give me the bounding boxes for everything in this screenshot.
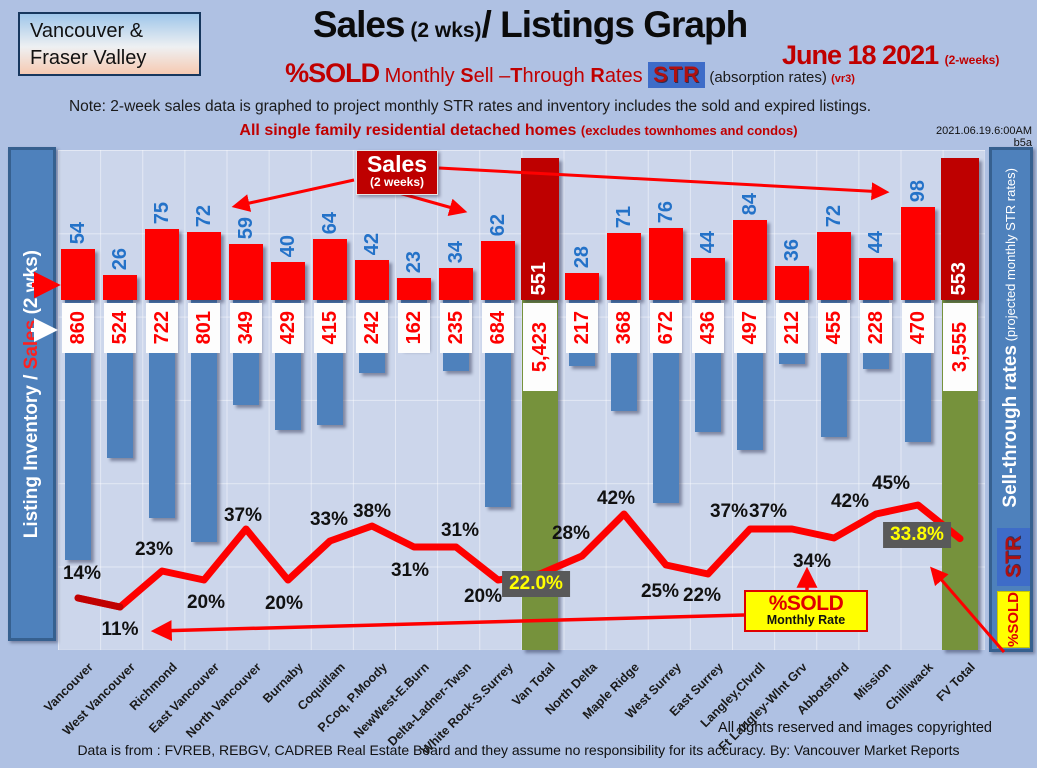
inventory-value-box: 415	[314, 303, 346, 353]
inventory-value-box: 235	[440, 303, 472, 353]
psold-line-first-segment	[74, 594, 124, 611]
timestamp: 2021.06.19.6:00AM b5a	[935, 125, 1032, 149]
inventory-value-box: 242	[356, 303, 388, 353]
inventory-value-box: 672	[650, 303, 682, 353]
sales-bar	[439, 268, 473, 300]
inventory-value-box: 860	[62, 303, 94, 353]
pct-label: 20%	[186, 592, 226, 613]
inventory-value-box: 5,423	[523, 303, 557, 391]
str-badge: STR	[648, 62, 706, 88]
sales-bar	[313, 239, 347, 300]
pct-label: 37%	[223, 505, 263, 526]
logo-line-1: Vancouver &	[30, 20, 144, 42]
pct-label: 34%	[792, 551, 832, 572]
pct-label: 31%	[440, 520, 480, 541]
left-axis-title: Listing Inventory / Sales (2 wks)	[8, 147, 56, 641]
sales-bar	[355, 260, 389, 300]
inventory-value-box: 212	[776, 303, 808, 353]
pct-label-highlight: 22.0%	[502, 571, 570, 597]
sales-bar	[481, 241, 515, 300]
pct-label: 14%	[62, 563, 102, 584]
pct-label: 28%	[551, 523, 591, 544]
inventory-value-box: 684	[482, 303, 514, 353]
inventory-value-box: 801	[188, 303, 220, 353]
copyright-text: All rights reserved and images copyright…	[717, 720, 992, 736]
report-date: June 18 2021 (2-weeks)	[782, 40, 1000, 70]
sales-legend-callout: Sales (2 weeks)	[356, 150, 438, 195]
sales-bar	[859, 258, 893, 300]
pct-label: 42%	[596, 488, 636, 509]
region-logo: Vancouver & Fraser Valley	[18, 12, 201, 76]
pct-label: 20%	[264, 593, 304, 614]
pct-label: 22%	[682, 585, 722, 606]
pct-label: 38%	[352, 501, 392, 522]
inventory-value-box: 524	[104, 303, 136, 353]
str-badge-vertical: STR	[997, 528, 1030, 586]
sales-bar	[691, 258, 725, 300]
pct-label: 37%	[748, 501, 788, 522]
inventory-value-box: 228	[860, 303, 892, 353]
left-axis-sales-word: Sales	[21, 319, 42, 370]
inventory-value-box: 455	[818, 303, 850, 353]
total-sales-bar	[941, 158, 979, 300]
sales-bar	[103, 275, 137, 300]
sales-bar	[775, 266, 809, 300]
logo-line-2: Fraser Valley	[30, 47, 147, 69]
page-title: Sales (2 wks)/ Listings Graph	[312, 4, 748, 45]
pct-label: 23%	[134, 539, 174, 560]
sales-bar	[271, 262, 305, 300]
sales-bar	[229, 244, 263, 300]
inventory-value-box: 217	[566, 303, 598, 353]
inventory-value-box: 162	[398, 303, 430, 353]
pct-label: 11%	[101, 619, 139, 640]
pct-label: 20%	[463, 586, 503, 607]
inventory-value-box: 429	[272, 303, 304, 353]
sales-bar	[61, 249, 95, 300]
sales-bar	[145, 229, 179, 300]
inventory-value-box: 368	[608, 303, 640, 353]
sales-bar	[649, 228, 683, 300]
sales-bar	[565, 273, 599, 300]
inventory-value-box: 3,555	[943, 303, 977, 391]
psold-legend-callout: %SOLD Monthly Rate	[744, 590, 868, 632]
sales-bar	[607, 233, 641, 300]
scope-text: All single family residential detached h…	[239, 122, 798, 139]
inventory-value-box: 722	[146, 303, 178, 353]
right-axis-title: Sell-through rates (projected monthly ST…	[989, 147, 1033, 652]
pct-label: 42%	[830, 491, 870, 512]
sales-bar	[733, 220, 767, 300]
pct-label: 33%	[309, 509, 349, 530]
pct-label: 45%	[871, 473, 911, 494]
inventory-value-box: 436	[692, 303, 724, 353]
subtitle: %SOLD Monthly Sell –Through Rates STR (a…	[150, 58, 990, 89]
psold-badge-vertical: %SOLD	[997, 591, 1030, 648]
version-text: (vr3)	[831, 73, 855, 85]
inventory-value-box: 470	[902, 303, 934, 353]
sales-bar	[397, 278, 431, 300]
pct-label: 31%	[390, 560, 430, 581]
pct-label: 25%	[640, 581, 680, 602]
sales-bar	[901, 207, 935, 300]
pct-label-highlight: 33.8%	[883, 521, 951, 548]
note-text: Note: 2-week sales data is graphed to pr…	[68, 98, 872, 115]
sell-through-rates-text: Monthly Sell –Through Rates	[384, 65, 649, 87]
inventory-value-box: 497	[734, 303, 766, 353]
sales-bar	[187, 232, 221, 300]
inventory-value-box: 349	[230, 303, 262, 353]
pct-label: 37%	[709, 501, 749, 522]
data-source-text: Data is from : FVREB, REBGV, CADREB Real…	[77, 742, 960, 758]
sales-bar	[817, 232, 851, 300]
absorption-text: (absorption rates)	[705, 69, 832, 86]
chart-plot-area: 860 54 Vancouver 524 26 West Vancouver 722 75 Ri…	[41, 150, 985, 757]
psold-text: %SOLD	[285, 58, 380, 88]
